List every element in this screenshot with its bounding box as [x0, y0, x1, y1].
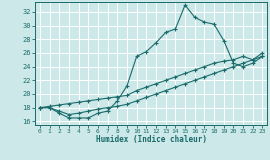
X-axis label: Humidex (Indice chaleur): Humidex (Indice chaleur)	[96, 135, 207, 144]
